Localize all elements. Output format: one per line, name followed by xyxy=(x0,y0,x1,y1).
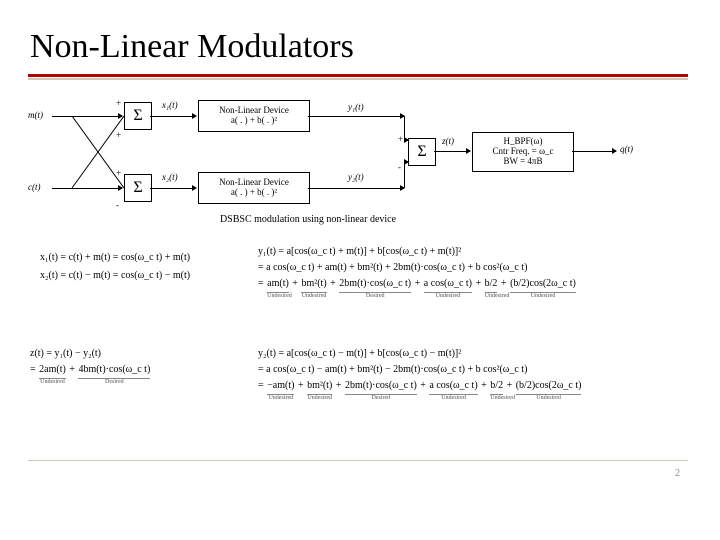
eq-term: b/2 xyxy=(490,378,503,395)
sign-minus: - xyxy=(398,162,401,172)
summer-output: Σ xyxy=(408,138,436,166)
sign-minus: - xyxy=(116,200,119,210)
summer-top: Σ xyxy=(124,102,152,130)
eq-term: 2am(t) xyxy=(39,362,66,379)
eq-x1: x₁(t) = c(t) + m(t) = cos(ω_c t) + m(t) xyxy=(40,250,190,266)
eq-y1: y₁(t) = a[cos(ω_c t) + m(t)] + b[cos(ω_c… xyxy=(258,244,577,293)
sigma-icon: Σ xyxy=(417,143,426,161)
device-line2: a( . ) + b( . )² xyxy=(231,116,277,126)
eq-x2: x₂(t) = c(t) − m(t) = cos(ω_c t) − m(t) xyxy=(40,268,190,284)
eq-term: 2bm(t)·cos(ω_c t) xyxy=(345,378,417,395)
cross-wires xyxy=(52,116,124,190)
sign-plus: + xyxy=(398,134,403,144)
wire xyxy=(404,162,408,163)
block-diagram: m(t) c(t) Σ + + Σ + - x₁(t) x₂(t) Non-Li… xyxy=(28,96,688,236)
summer-bottom: Σ xyxy=(124,174,152,202)
wire xyxy=(308,188,404,189)
sign-plus: + xyxy=(116,168,121,178)
input-label-top: m(t) xyxy=(28,110,43,120)
wire xyxy=(404,140,408,141)
bpf-line3: BW = 4πB xyxy=(504,157,543,167)
sigma-icon: Σ xyxy=(133,107,142,125)
wire xyxy=(434,151,470,152)
device-line2: a( . ) + b( . )² xyxy=(231,188,277,198)
nonlinear-device-top: Non-Linear Device a( . ) + b( . )² xyxy=(198,100,310,132)
output-label: q(t) xyxy=(620,144,633,154)
wire xyxy=(404,162,405,188)
page-title: Non-Linear Modulators xyxy=(30,28,354,66)
sign-plus: + xyxy=(116,98,121,108)
wire-label-x1: x₁(t) xyxy=(162,100,178,110)
wire xyxy=(150,116,196,117)
diagram-caption: DSBSC modulation using non-linear device xyxy=(198,214,418,225)
eq-term: −am(t) xyxy=(267,378,294,395)
footer-line xyxy=(28,460,688,461)
eq-term: (b/2)cos(2ω_c t) xyxy=(510,276,576,293)
eq-term: bm²(t) xyxy=(301,276,326,293)
eq-z: z(t) = y₁(t) − y₂(t) = 2am(t) + 4bm(t)·c… xyxy=(30,346,151,379)
nonlinear-device-bottom: Non-Linear Device a( . ) + b( . )² xyxy=(198,172,310,204)
wire-label-y1: y₁(t) xyxy=(348,102,364,112)
sigma-icon: Σ xyxy=(133,179,142,197)
sign-plus: + xyxy=(116,130,121,140)
eq-term: 4bm(t)·cos(ω_c t) xyxy=(78,362,150,379)
eq-term: a cos(ω_c t) xyxy=(424,276,472,293)
eq-term: (b/2)cos(2ω_c t) xyxy=(516,378,582,395)
input-label-bottom: c(t) xyxy=(28,182,41,192)
bpf-block: H_BPF(ω) Cntr Freq. = ω_c BW = 4πB xyxy=(472,132,574,172)
wire-label-x2: x₂(t) xyxy=(162,172,178,182)
page-number: 2 xyxy=(675,468,680,479)
wire-label-z: z(t) xyxy=(442,136,454,146)
title-underline-shadow xyxy=(28,78,688,80)
eq-term: bm²(t) xyxy=(307,378,332,395)
wire xyxy=(308,116,404,117)
wire-label-y2: y₂(t) xyxy=(348,172,364,182)
eq-term: 2bm(t)·cos(ω_c t) xyxy=(339,276,411,293)
eq-term: am(t) xyxy=(267,276,289,293)
eq-y2: y₂(t) = a[cos(ω_c t) − m(t)] + b[cos(ω_c… xyxy=(258,346,582,395)
eq-term: a cos(ω_c t) xyxy=(429,378,477,395)
eq-term: b/2 xyxy=(485,276,498,293)
title-underline xyxy=(28,74,688,77)
wire xyxy=(150,188,196,189)
wire xyxy=(572,151,616,152)
